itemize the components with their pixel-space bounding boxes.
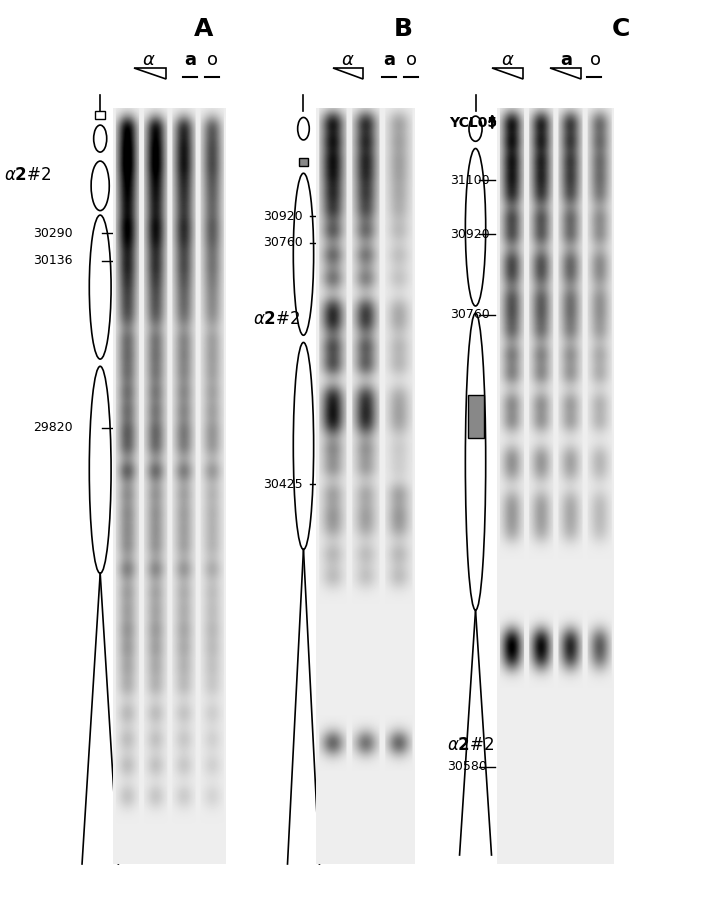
Polygon shape	[333, 68, 363, 79]
Text: a: a	[383, 51, 395, 69]
Text: a: a	[184, 51, 196, 69]
Text: 30425: 30425	[264, 478, 303, 491]
Text: $\alpha$: $\alpha$	[502, 51, 515, 69]
Bar	[95, 111, 105, 119]
Bar	[468, 395, 484, 438]
Text: 30920: 30920	[264, 210, 303, 222]
Text: $\alpha$$\mathbf{2}$#2: $\alpha$$\mathbf{2}$#2	[4, 166, 51, 184]
Ellipse shape	[298, 118, 309, 140]
Text: 30580: 30580	[447, 760, 487, 773]
Polygon shape	[134, 68, 166, 79]
Text: 29820: 29820	[33, 421, 73, 434]
Text: 30760: 30760	[450, 309, 490, 321]
Text: 30136: 30136	[33, 255, 72, 267]
Ellipse shape	[293, 173, 314, 335]
Text: o: o	[590, 51, 601, 69]
Text: $\alpha$$\mathbf{2}$#2: $\alpha$$\mathbf{2}$#2	[253, 310, 300, 328]
Ellipse shape	[469, 116, 482, 141]
Ellipse shape	[89, 215, 111, 359]
Polygon shape	[550, 68, 581, 79]
Ellipse shape	[465, 148, 486, 306]
Bar	[299, 158, 308, 166]
Text: o: o	[207, 51, 219, 69]
Text: $\alpha$: $\alpha$	[341, 51, 354, 69]
Text: a: a	[560, 51, 572, 69]
Ellipse shape	[293, 342, 314, 549]
Ellipse shape	[91, 161, 110, 211]
Text: YCL054: YCL054	[449, 116, 507, 130]
Text: 31100: 31100	[450, 174, 490, 186]
Text: o: o	[406, 51, 417, 69]
Text: 30760: 30760	[264, 237, 303, 249]
Ellipse shape	[89, 366, 111, 573]
Text: 30920: 30920	[450, 228, 490, 240]
Ellipse shape	[94, 125, 107, 152]
Text: $\alpha$: $\alpha$	[142, 51, 155, 69]
Text: B: B	[393, 17, 412, 40]
Text: A: A	[194, 17, 213, 40]
Text: 30290: 30290	[33, 227, 73, 239]
Text: $\alpha$$\mathbf{2}$#2: $\alpha$$\mathbf{2}$#2	[447, 736, 494, 754]
Text: C: C	[611, 17, 630, 40]
Polygon shape	[492, 68, 523, 79]
Ellipse shape	[465, 313, 486, 610]
